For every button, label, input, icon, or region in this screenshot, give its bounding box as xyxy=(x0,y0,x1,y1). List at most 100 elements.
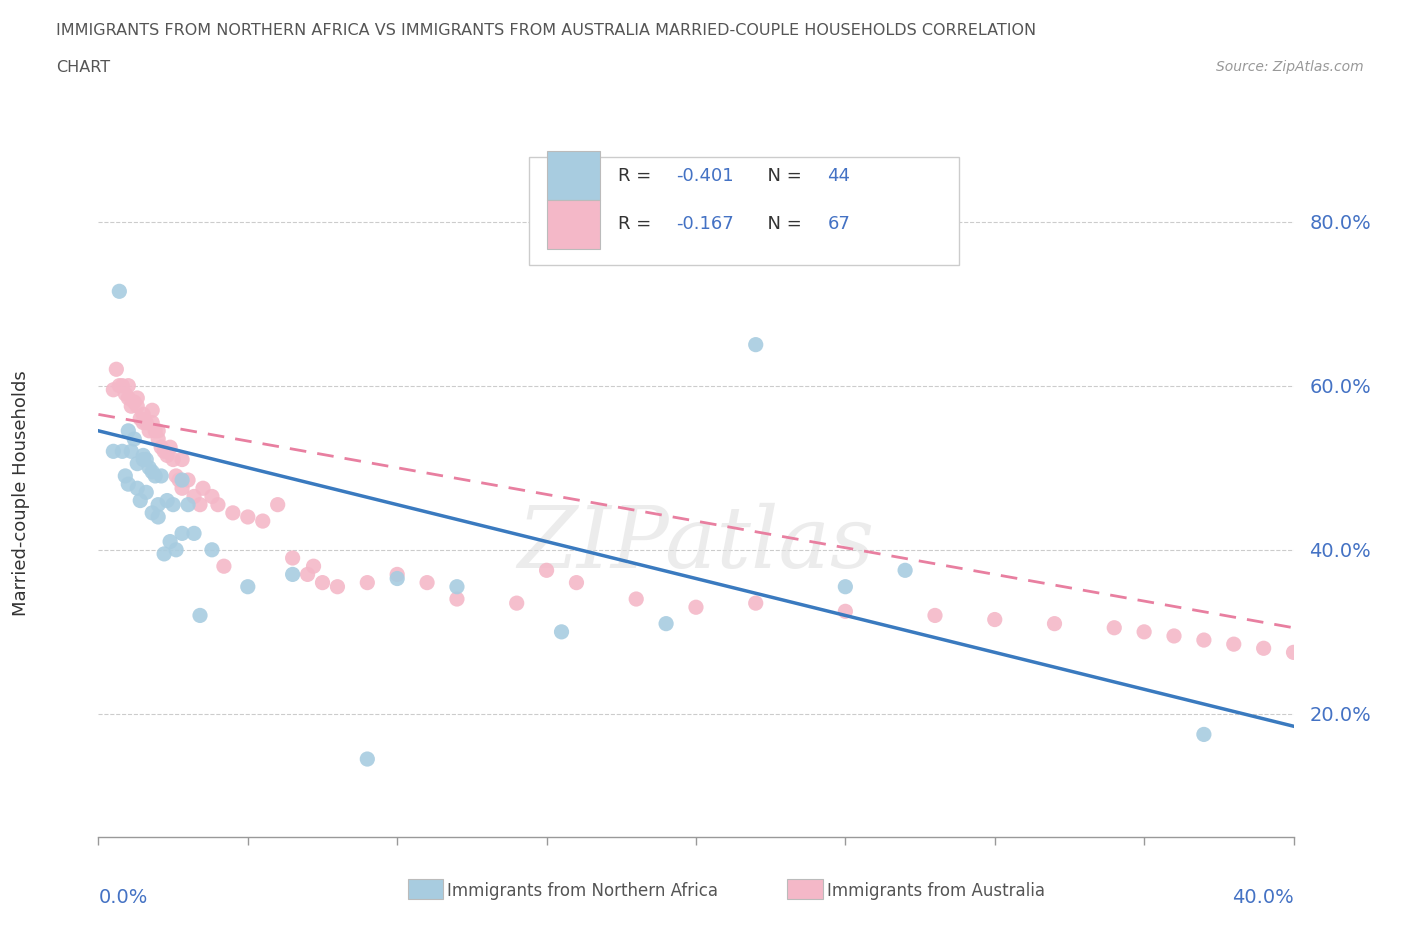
Point xyxy=(141,415,163,430)
Point xyxy=(153,444,176,458)
Point xyxy=(141,464,163,479)
Point xyxy=(201,489,224,504)
Point xyxy=(624,591,647,606)
Point xyxy=(745,338,768,352)
Point xyxy=(162,498,184,512)
Point xyxy=(745,596,768,611)
Text: N =: N = xyxy=(756,166,807,185)
Point xyxy=(117,477,139,492)
Point xyxy=(148,423,170,438)
Point xyxy=(132,407,155,422)
Point xyxy=(132,415,155,430)
Point xyxy=(1192,727,1215,742)
FancyBboxPatch shape xyxy=(529,157,959,265)
Point xyxy=(127,457,149,472)
Point xyxy=(111,379,134,393)
Point xyxy=(183,526,205,541)
Point xyxy=(924,608,946,623)
Text: Source: ZipAtlas.com: Source: ZipAtlas.com xyxy=(1216,60,1364,74)
Point xyxy=(183,489,205,504)
Text: R =: R = xyxy=(619,216,657,233)
Point xyxy=(120,444,142,458)
Point xyxy=(297,567,319,582)
Point xyxy=(150,469,173,484)
Text: 0.0%: 0.0% xyxy=(98,888,148,907)
Point xyxy=(111,444,134,458)
Point xyxy=(302,559,325,574)
Point xyxy=(127,399,149,414)
Point xyxy=(141,505,163,520)
Point xyxy=(135,485,157,499)
Point xyxy=(141,403,163,418)
Point xyxy=(894,563,917,578)
Point xyxy=(148,510,170,525)
Point xyxy=(236,510,259,525)
Point xyxy=(236,579,259,594)
Text: Married-couple Households: Married-couple Households xyxy=(13,370,30,616)
Point xyxy=(212,559,235,574)
Point xyxy=(311,575,333,590)
Point xyxy=(148,498,170,512)
Point xyxy=(506,596,529,611)
Point xyxy=(536,563,558,578)
Point xyxy=(156,493,179,508)
Point xyxy=(1043,617,1066,631)
Text: Immigrants from Australia: Immigrants from Australia xyxy=(827,882,1045,900)
Point xyxy=(550,624,572,639)
Point xyxy=(108,379,131,393)
FancyBboxPatch shape xyxy=(547,152,600,200)
Point xyxy=(172,526,194,541)
Point xyxy=(114,387,136,402)
Text: 44: 44 xyxy=(827,166,851,185)
Point xyxy=(281,551,304,565)
Point xyxy=(281,567,304,582)
Point xyxy=(191,481,214,496)
Text: ZIPatlas: ZIPatlas xyxy=(517,503,875,585)
Point xyxy=(188,498,211,512)
Point xyxy=(108,284,131,299)
Point xyxy=(165,469,187,484)
Point xyxy=(138,460,160,475)
Point xyxy=(117,423,139,438)
Point xyxy=(129,411,152,426)
Text: Immigrants from Northern Africa: Immigrants from Northern Africa xyxy=(447,882,718,900)
Point xyxy=(983,612,1005,627)
Point xyxy=(124,394,146,409)
Text: 40.0%: 40.0% xyxy=(1232,888,1294,907)
Point xyxy=(356,751,378,766)
Point xyxy=(201,542,224,557)
Point xyxy=(1282,644,1305,659)
Text: N =: N = xyxy=(756,216,807,233)
Point xyxy=(385,567,409,582)
Point xyxy=(127,481,149,496)
Point xyxy=(167,472,190,487)
Text: R =: R = xyxy=(619,166,657,185)
Point xyxy=(222,505,245,520)
Point xyxy=(117,391,139,405)
Point xyxy=(177,498,200,512)
Point xyxy=(1253,641,1275,656)
Point xyxy=(416,575,439,590)
Point xyxy=(103,382,125,397)
Point xyxy=(114,469,136,484)
Point xyxy=(1192,632,1215,647)
Point xyxy=(120,399,142,414)
Point xyxy=(252,513,274,528)
Point xyxy=(326,579,349,594)
Point xyxy=(103,444,125,458)
Point xyxy=(143,423,166,438)
Point xyxy=(153,547,176,562)
Point xyxy=(143,469,166,484)
FancyBboxPatch shape xyxy=(547,200,600,249)
Point xyxy=(162,452,184,467)
Point xyxy=(148,432,170,446)
Point xyxy=(150,440,173,455)
Point xyxy=(1104,620,1126,635)
Point xyxy=(446,579,468,594)
Point xyxy=(172,481,194,496)
Point xyxy=(685,600,707,615)
Point xyxy=(385,571,409,586)
Point xyxy=(159,440,181,455)
Point xyxy=(172,452,194,467)
Point xyxy=(124,432,146,446)
